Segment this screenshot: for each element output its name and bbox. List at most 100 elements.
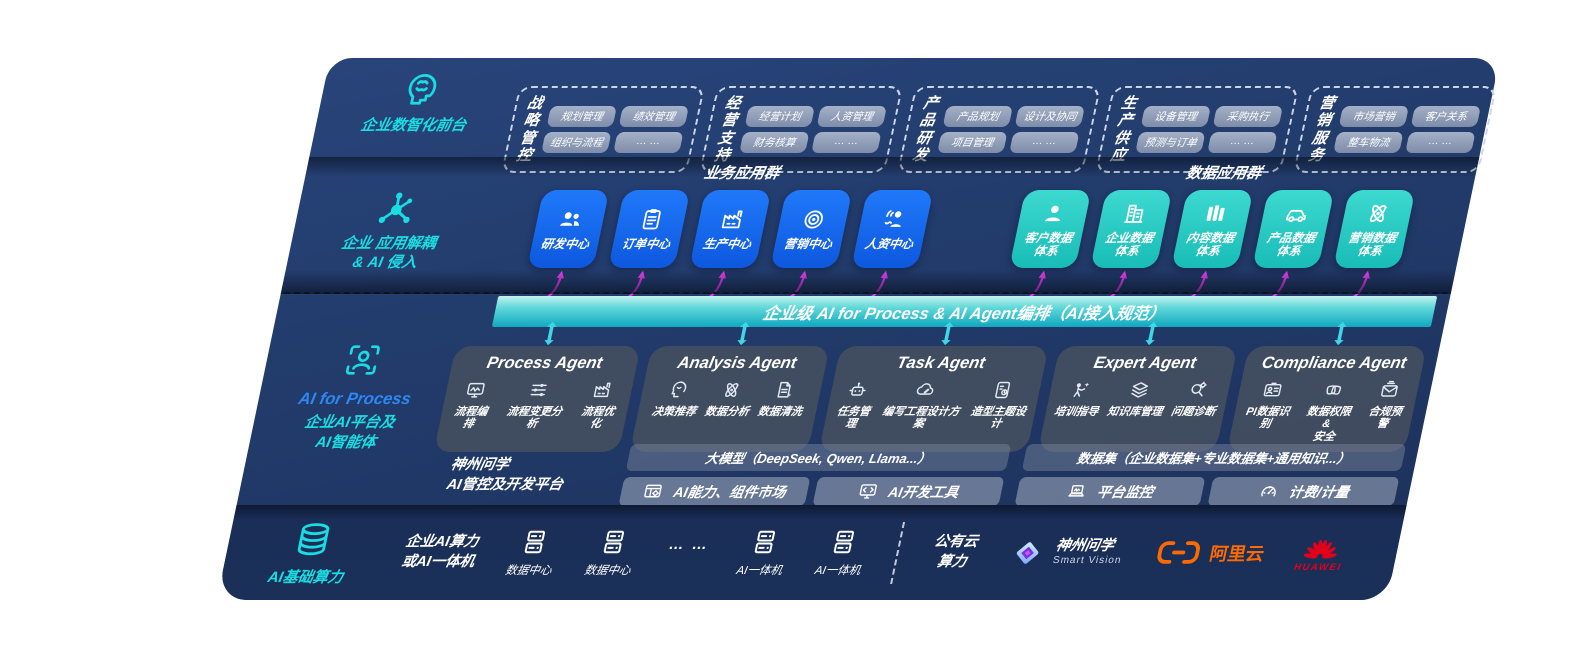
node-label: AI一体机 (813, 565, 862, 577)
expert-agent-card: Expert Agent 培训指导 知识库管理 问题诊断 (1037, 346, 1238, 453)
platform-monitor-icon (1064, 481, 1089, 502)
architecture-diagram: 企业数智化前台 战略 管控 规划管理 绩效管理 组织与流程 … … 经营 支持 … (216, 58, 1501, 600)
module-chip: 预测与订单 (1135, 132, 1206, 153)
head-brain-icon (395, 70, 446, 112)
module-chip: 组织与流程 (541, 132, 612, 153)
database-icon (288, 519, 339, 561)
bar-label: 计费/计量 (1287, 483, 1351, 500)
data-group-header: 数据应用群 (1184, 165, 1264, 182)
scan-person-icon (339, 340, 387, 380)
module-chip: 设计及协同 (1014, 106, 1086, 127)
robot-icon (845, 379, 872, 401)
banner-label: 企业级 AI for Process & AI Agent编排（AI接入规范） (761, 304, 1168, 323)
group-title: 营销 服务 (1306, 95, 1337, 164)
atom-icon (1361, 200, 1394, 227)
customer-icon (1037, 200, 1070, 227)
enterprise-compute-label: 企业AI算力 或AI一体机 (400, 533, 481, 570)
document-clean-icon (771, 379, 798, 401)
tile-content-data: 内容数据 体系 (1171, 190, 1254, 268)
factory-icon (716, 206, 749, 233)
front-office-group-marketing: 营销 服务 市场营销 客户关系 整车物流 … … (1293, 86, 1498, 173)
module-chip: 整车物流 (1333, 132, 1404, 153)
diagnosis-icon (1185, 379, 1212, 401)
front-office-group-product: 产品 研发 产品规划 设计及协同 项目管理 … … (897, 86, 1102, 173)
workflow-monitor-icon (462, 379, 489, 401)
app-layer-rail: 企业 应用解耦 & AI 侵入 (285, 188, 498, 273)
module-chip: … … (1405, 132, 1476, 153)
capability-label: 造型主题设计 (969, 405, 1028, 431)
module-chip: 产品规划 (942, 106, 1014, 127)
tile-label: 营销数据 体系 (1347, 230, 1398, 258)
agent-capability: 造型主题设计 (965, 379, 1035, 431)
agent-capability: PI数据识别 (1238, 379, 1301, 431)
agent-layer-rail: AI for Process 企业AI平台及 AI智能体 (248, 340, 463, 452)
agent-capability: 数据清洗 (757, 379, 809, 419)
component-market-bar: AI能力、组件市场 (618, 477, 811, 506)
business-app-group: 业务应用群 研发中心 订单中心 生产中心 (527, 162, 939, 268)
infra-rail: AI基础算力 (244, 519, 378, 587)
aliyun-logo-icon (1153, 539, 1205, 566)
agent-capability: 流程优化 (572, 379, 627, 431)
capability-label: 决策推荐 (650, 405, 698, 418)
front-office-group-supply: 生产 供应 设备管理 采购执行 预测与订单 … … (1095, 86, 1300, 173)
business-group-header: 业务应用群 (702, 165, 782, 182)
huawei-logo-icon (1300, 533, 1344, 561)
agent-capability: 数据权限 & 安全 (1296, 379, 1362, 444)
tile-label: 研发中心 (539, 237, 591, 252)
vendor-huawei: HUAWEI (1293, 533, 1349, 573)
app-layer-label: 企业 应用解耦 & AI 侵入 (339, 235, 438, 271)
target-icon (797, 206, 830, 233)
tile-label: 产品数据 体系 (1266, 230, 1317, 258)
agent-title: Expert Agent (1092, 354, 1198, 372)
capability-label: 数据分析 (703, 405, 751, 418)
module-chip: … … (1009, 132, 1080, 153)
task-agent-card: Task Agent 任务管理 编写工程设计方案 造型主题设计 (818, 346, 1049, 453)
capability-label: 任务管理 (835, 405, 872, 431)
agent-capability: 培训指导 (1053, 379, 1105, 419)
infrastructure-layer: AI基础算力 企业AI算力 或AI一体机 数据中心 数据中心 … … AI一体机… (216, 505, 1407, 600)
module-chip: 客户关系 (1410, 106, 1482, 127)
flow-nodes-icon (526, 379, 553, 401)
person-motion-icon (878, 206, 911, 233)
capability-label: 编写工程设计方案 (881, 405, 961, 431)
agent-capability: 流程变更分析 (498, 379, 574, 431)
group-title: 战略 管控 (514, 95, 545, 164)
group-title: 经营 支持 (712, 95, 743, 164)
capability-label: PI数据识别 (1244, 405, 1291, 431)
front-office-label: 企业数智化前台 (359, 117, 468, 134)
agent-title: Process Agent (485, 354, 605, 372)
vertical-dashed-divider (890, 521, 906, 584)
smart-vision-logo-icon (1005, 534, 1051, 572)
bar-label: 平台监控 (1095, 483, 1155, 500)
node-label: AI一体机 (735, 565, 784, 577)
analysis-agent-card: Analysis Agent 决策推荐 数据分析 数据清洗 (629, 346, 830, 453)
tile-customer-data: 客户数据 体系 (1009, 190, 1092, 268)
dataset-section-header: 数据集（企业数据集+专业数据集+通用知识...） (1021, 444, 1407, 471)
module-chip: … … (1207, 132, 1278, 153)
capability-label: 知识库管理 (1106, 405, 1164, 418)
module-chip: 财务核算 (739, 132, 810, 153)
metering-icon (1256, 481, 1281, 502)
dataset-section: 数据集（企业数据集+专业数据集+通用知识...） 平台监控 计费/计量 (1013, 444, 1407, 506)
agent-capability: 任务管理 (830, 379, 880, 431)
capability-label: 流程变更分析 (505, 405, 564, 431)
capability-label: 流程优化 (580, 405, 616, 431)
ai-for-process-label: AI for Process (296, 390, 413, 408)
vendor-name: 神州问学 (1054, 538, 1116, 555)
agent-capability: 编写工程设计方案 (878, 379, 967, 431)
front-office-group-operation: 经营 支持 经营计划 人资管理 财务核算 … … (698, 86, 904, 173)
agent-layer: Process Agent 流程编排 流程变更分析 流程优化 Analysis … (433, 346, 1427, 453)
dev-tools-bar: AI开发工具 (812, 477, 1004, 506)
cloud-design-icon (912, 379, 939, 401)
capability-label: 合规预警 (1367, 405, 1403, 431)
model-section-header: 大模型（DeepSeek, Qwen, Llama...） (625, 444, 1011, 471)
component-market-icon (641, 481, 666, 502)
group-title: 产品 研发 (910, 95, 941, 164)
platform-rail-label: 神州问学 AI管控及开发平台 (445, 456, 565, 493)
tile-label: 生产中心 (701, 237, 753, 252)
front-office-rail: 企业数智化前台 (314, 70, 523, 136)
datacenter-node: 数据中心 (504, 527, 561, 578)
building-icon (1118, 200, 1151, 227)
agent-capability: 决策推荐 (651, 379, 703, 419)
car-icon (1280, 200, 1313, 227)
